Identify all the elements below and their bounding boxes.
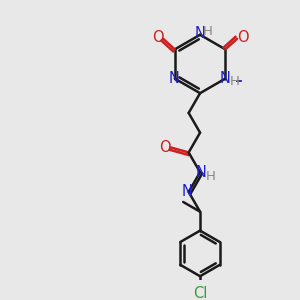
Text: H: H <box>206 170 216 183</box>
Text: N: N <box>196 165 207 180</box>
Text: N: N <box>169 71 179 86</box>
Text: N: N <box>220 71 231 86</box>
Text: O: O <box>159 140 171 155</box>
Text: N: N <box>182 184 193 199</box>
Text: H: H <box>203 26 213 38</box>
Text: O: O <box>237 30 248 45</box>
Text: Cl: Cl <box>193 286 207 300</box>
Text: H: H <box>230 75 239 88</box>
Text: N: N <box>195 26 206 41</box>
Text: O: O <box>152 30 163 45</box>
